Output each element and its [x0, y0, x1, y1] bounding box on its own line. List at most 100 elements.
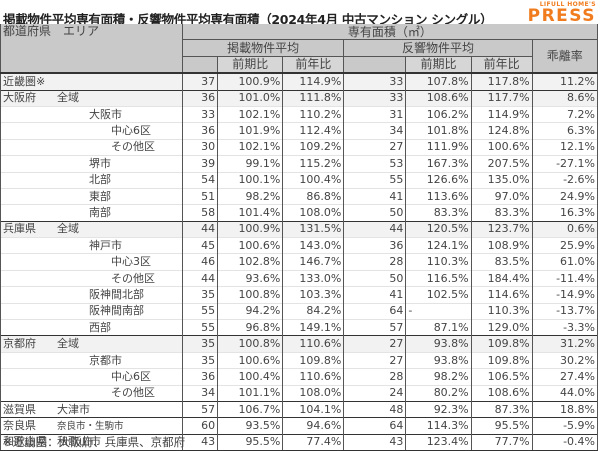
table-row: その他区 44 93.6% 133.0% 50 116.5% 184.4% -11.4% [0, 269, 599, 287]
area-label: 大津市 [57, 402, 90, 416]
response-avg-cell: 53 [343, 155, 407, 173]
response-avg-cell: 50 [343, 204, 407, 222]
area-label: 全域 [57, 337, 79, 351]
response-avg-cell: 57 [343, 319, 407, 336]
area-label: 堺市 [89, 156, 111, 170]
area-label: 北部 [89, 173, 111, 187]
listing-avg-cell: 34 [181, 384, 219, 402]
area-label: 南部 [89, 205, 111, 219]
listing-yoy-cell: 115.2% [282, 155, 345, 173]
listing-qoq-cell: 100.6% [217, 237, 284, 254]
response-yoy-cell: 123.7% [470, 220, 533, 238]
area-label: 京都市 [89, 353, 122, 367]
area-label: 全域 [57, 91, 79, 105]
table-body: 近畿圏※ 37 100.9% 114.9% 33 107.8% 117.8% 11.2% 大阪府… [0, 72, 599, 451]
response-qoq-cell: 102.5% [405, 286, 472, 304]
listing-yoy-cell: 100.4% [282, 171, 345, 189]
listing-avg-cell: 46 [181, 253, 219, 271]
listing-qoq-cell: 101.9% [217, 122, 284, 140]
listing-qoq-cell: 102.1% [217, 138, 284, 156]
response-avg-cell: 36 [343, 237, 407, 254]
response-yoy-cell: 117.8% [470, 72, 533, 91]
response-qoq-cell: 108.6% [405, 89, 472, 107]
listing-qoq-cell: 101.4% [217, 204, 284, 222]
listing-yoy-cell: 109.2% [282, 138, 345, 156]
response-avg-cell: 50 [343, 269, 407, 287]
listing-yoy-cell: 149.1% [282, 319, 345, 336]
table-row: 大阪市 33 102.1% 110.2% 31 106.2% 114.9% 7.2% [0, 105, 599, 123]
area-cell: 阪神間北部 [0, 286, 183, 304]
area-cell: その他区 [0, 138, 183, 156]
area-cell: 神戸市 [0, 237, 183, 254]
response-qoq-cell: 124.1% [405, 237, 472, 254]
response-qoq-cell: - [405, 302, 472, 320]
response-yoy-cell: 114.6% [470, 286, 533, 304]
area-label: 全域 [57, 222, 79, 236]
area-cell: 兵庫県 全域 [0, 220, 183, 238]
listing-yoy-cell: 94.6% [282, 417, 345, 435]
area-cell: 北部 [0, 171, 183, 189]
response-qoq-cell: 80.2% [405, 384, 472, 402]
response-avg-cell: 34 [343, 122, 407, 140]
listing-qoq-cell: 100.8% [217, 335, 284, 353]
table-row: 西部 55 96.8% 149.1% 57 87.1% 129.0% -3.3% [0, 319, 599, 336]
area-cell: 大阪市 [0, 105, 183, 123]
response-qoq-cell: 120.5% [405, 220, 472, 238]
area-label: 中心6区 [111, 124, 151, 138]
listing-avg-cell: 43 [181, 433, 219, 451]
listing-qoq-cell: 100.4% [217, 368, 284, 386]
header-area: 都道府県 エリア [0, 24, 183, 75]
response-avg-cell: 27 [343, 351, 407, 369]
response-avg-cell: 55 [343, 171, 407, 189]
listing-qoq-cell: 102.1% [217, 105, 284, 123]
response-yoy-cell: 87.3% [470, 400, 533, 418]
area-label: 西部 [89, 320, 111, 334]
area-cell: 奈良県 奈良市・生駒市 [0, 417, 183, 435]
area-cell: 南部 [0, 204, 183, 222]
listing-avg-cell: 51 [181, 187, 219, 205]
gap-rate-cell: 6.3% [531, 122, 599, 140]
listing-avg-cell: 35 [181, 335, 219, 353]
response-avg-cell: 41 [343, 187, 407, 205]
response-avg-cell: 28 [343, 253, 407, 271]
gap-rate-cell: 30.2% [531, 351, 599, 369]
listing-yoy-cell: 109.8% [282, 351, 345, 369]
header-response-value [343, 56, 407, 75]
response-yoy-cell: 97.0% [470, 187, 533, 205]
response-avg-cell: 33 [343, 89, 407, 107]
prefecture-label: 京都府 [3, 337, 36, 351]
response-yoy-cell: 83.5% [470, 253, 533, 271]
area-cell: 東部 [0, 187, 183, 205]
response-yoy-cell: 83.3% [470, 204, 533, 222]
response-yoy-cell: 100.6% [470, 138, 533, 156]
area-cell: 中心6区 [0, 122, 183, 140]
table-row: 京都市 35 100.6% 109.8% 27 93.8% 109.8% 30.2% [0, 351, 599, 369]
response-yoy-cell: 124.8% [470, 122, 533, 140]
gap-rate-cell: 8.6% [531, 89, 599, 107]
response-avg-cell: 28 [343, 368, 407, 386]
area-label: 中心3区 [111, 255, 151, 269]
area-label: 阪神間南部 [89, 304, 144, 318]
area-cell: 京都府 全域 [0, 335, 183, 353]
listing-qoq-cell: 100.9% [217, 220, 284, 238]
response-avg-cell: 43 [343, 433, 407, 451]
gap-rate-cell: -11.4% [531, 269, 599, 287]
response-avg-cell: 48 [343, 400, 407, 418]
listing-yoy-cell: 103.3% [282, 286, 345, 304]
listing-yoy-cell: 112.4% [282, 122, 345, 140]
area-label: 東部 [89, 189, 111, 203]
listing-qoq-cell: 99.1% [217, 155, 284, 173]
listing-avg-cell: 33 [181, 105, 219, 123]
response-yoy-cell: 184.4% [470, 269, 533, 287]
listing-avg-cell: 36 [181, 122, 219, 140]
gap-rate-cell: -14.9% [531, 286, 599, 304]
page-title: 掲載物件平均専有面積・反響物件平均専有面積（2024年4月 中古マンション シン… [3, 12, 493, 27]
listing-avg-cell: 45 [181, 237, 219, 254]
gap-rate-cell: -0.4% [531, 433, 599, 451]
response-qoq-cell: 101.8% [405, 122, 472, 140]
table-row: 中心6区 36 100.4% 110.6% 28 98.2% 106.5% 27.4% [0, 368, 599, 386]
listing-avg-cell: 57 [181, 400, 219, 418]
listing-qoq-cell: 101.0% [217, 89, 284, 107]
area-cell: 堺市 [0, 155, 183, 173]
area-cell: 大阪府 全域 [0, 89, 183, 107]
